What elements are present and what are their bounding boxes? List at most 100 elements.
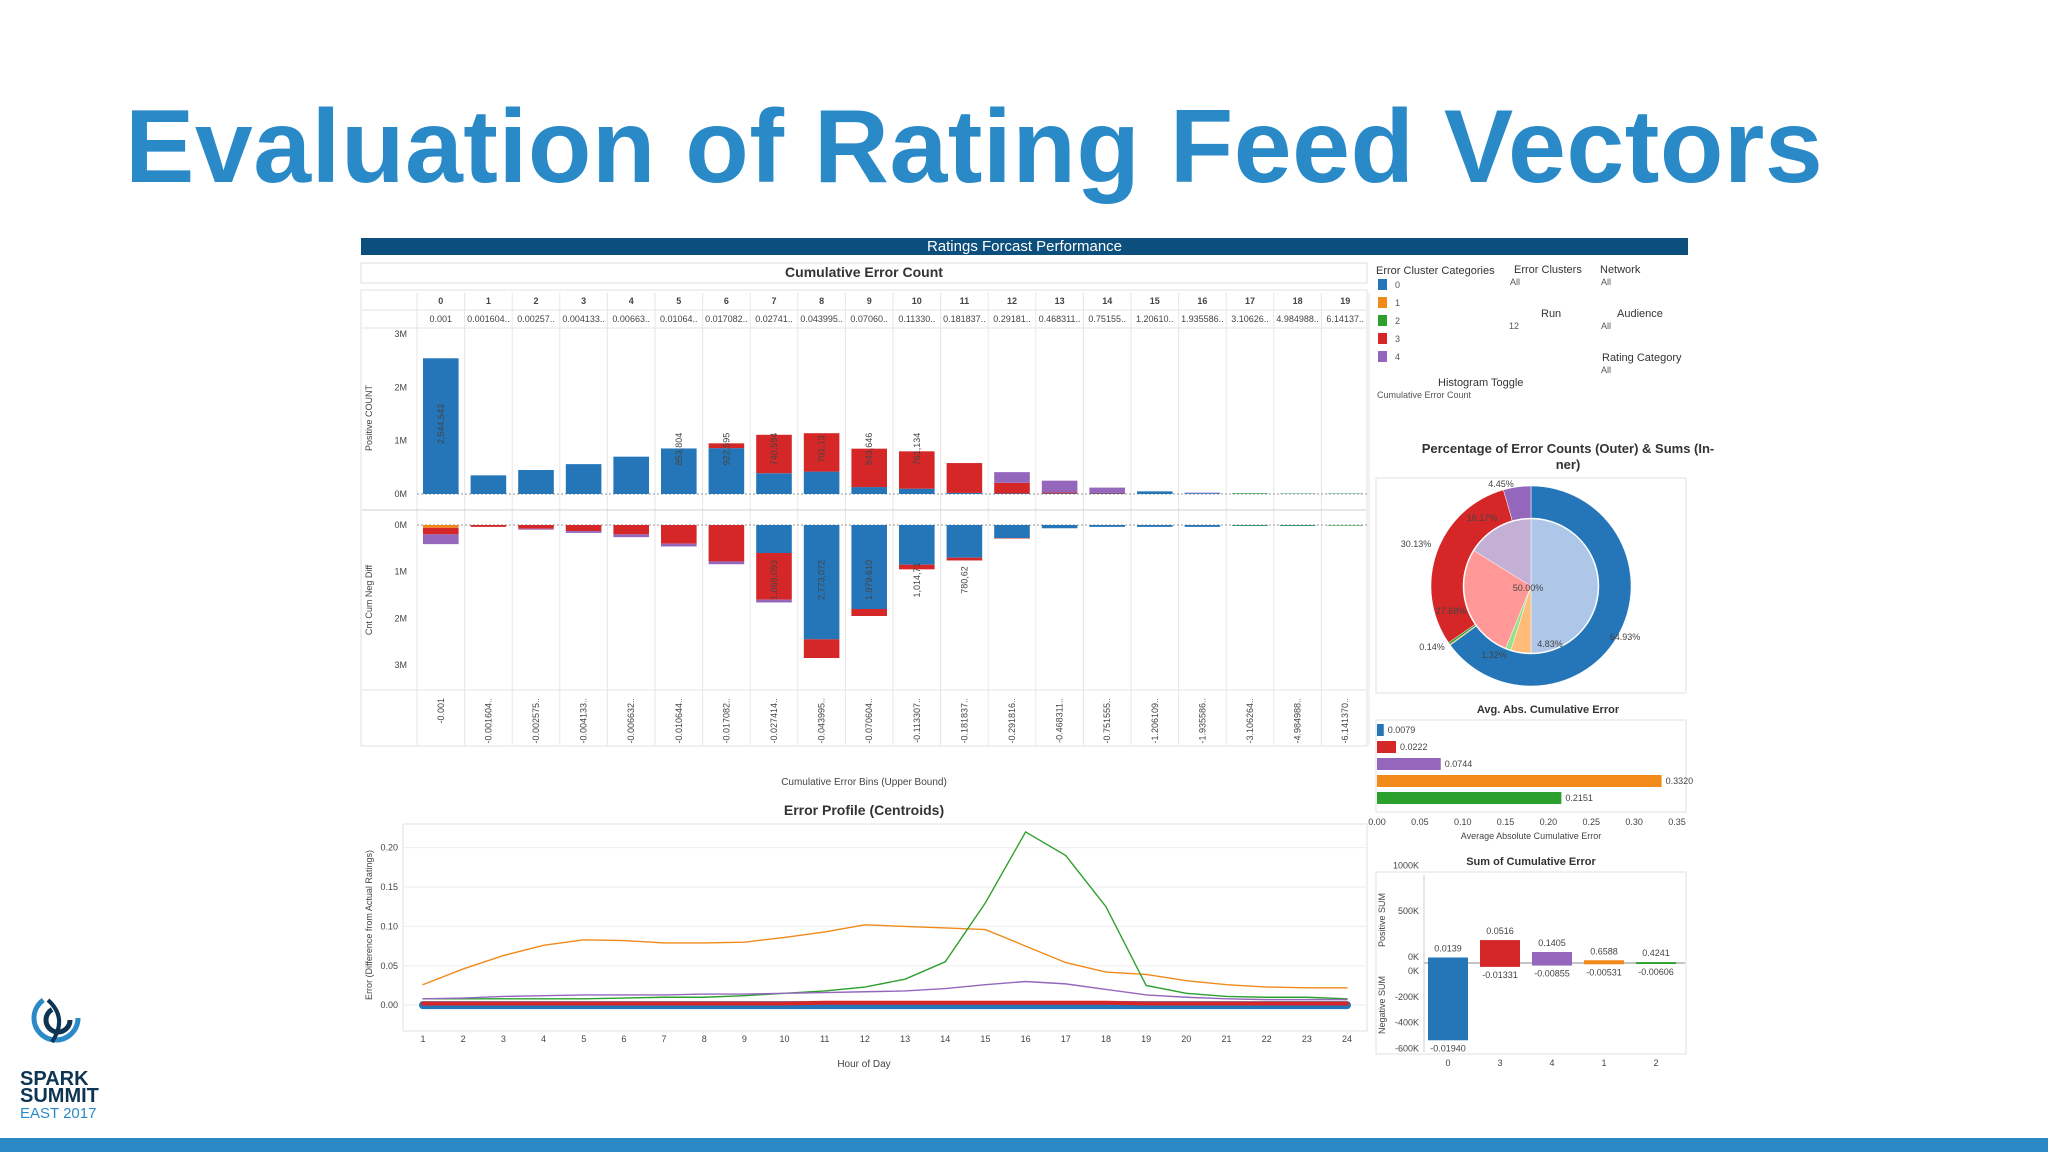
line-x-tick: 24 [1342,1034,1352,1044]
positive-bar-segment [1184,493,1221,494]
bin-upper-bound: 0.29181.. [993,314,1031,324]
sum-positive-bar [1636,962,1676,963]
positive-bar-label: 701,13 [817,435,827,463]
bin-header: 13 [1055,296,1065,306]
negative-bar-segment [803,525,840,640]
negative-bar-segment [851,525,887,609]
sum-negative-label: -0.01331 [1482,970,1518,980]
bottom-y-tick: 1M [394,567,407,577]
negative-bar-segment [470,525,507,527]
sum-x-tick: 1 [1601,1058,1606,1068]
legend-swatch [1378,351,1387,362]
donut-outer-label: 30.13% [1401,539,1432,549]
negative-bar-segment [803,639,840,658]
line-x-tick: 19 [1141,1034,1151,1044]
positive-bar-segment [708,448,745,494]
bin-lower-bound: -0.070604.. [864,698,874,744]
donut-outer-label: 0.14% [1419,642,1445,652]
positive-bar-segment [1041,480,1078,493]
line-x-tick: 10 [780,1034,790,1044]
error-clusters-value[interactable]: All [1510,277,1520,287]
bin-upper-bound: 4.984988.. [1276,314,1319,324]
line-x-tick: 16 [1021,1034,1031,1044]
positive-bar-segment [1089,492,1125,494]
avg-abs-bar [1377,758,1441,770]
sum-x-tick: 0 [1445,1058,1450,1068]
negative-bar-segment [756,599,792,603]
bin-header: 9 [867,296,872,306]
bin-header: 1 [486,296,491,306]
network-value[interactable]: All [1601,277,1611,287]
bin-upper-bound: 0.001 [430,314,453,324]
bin-upper-bound: 0.01064.. [660,314,698,324]
donut-inner-label: 16.17% [1467,513,1498,523]
bin-upper-bound: 0.02741.. [755,314,793,324]
positive-bar-segment [994,482,1030,494]
line-chart-x-axis-label: Hour of Day [837,1059,890,1070]
audience-value[interactable]: All [1601,321,1611,331]
line-x-tick: 23 [1302,1034,1312,1044]
top-y-tick: 2M [394,382,407,392]
positive-bar-segment [1232,493,1268,494]
negative-bar-segment [708,525,745,562]
top-y-tick: 1M [394,436,407,446]
line-chart-y-axis-label: Error (Difference from Actual Ratings) [364,850,374,1000]
sum-negative-label: -0.00606 [1638,967,1674,977]
avg-abs-x-tick: 0.35 [1668,817,1686,827]
sum-negative-bar [1636,963,1676,965]
top-y-tick: 3M [394,329,407,339]
donut-inner-slice [1530,518,1599,654]
line-x-tick: 20 [1181,1034,1191,1044]
avg-abs-x-tick: 0.10 [1454,817,1472,827]
avg-abs-x-tick: 0.25 [1583,817,1601,827]
bottom-y-tick: 0M [394,520,407,530]
run-value[interactable]: 12 [1509,321,1519,331]
dashboard-title-banner: Ratings Forcast Performance [361,238,1688,255]
line-x-tick: 1 [420,1034,425,1044]
avg-abs-bar-label: 0.0744 [1445,759,1473,769]
donut-inner-label: 4.83% [1537,639,1563,649]
bin-lower-bound: -0.001604.. [483,698,493,744]
positive-bar-segment [613,456,649,494]
bin-upper-bound: 0.11330.. [898,314,935,324]
negative-bar-segment [423,527,459,535]
bin-header: 15 [1150,296,1160,306]
sum-positive-bar [1584,960,1624,963]
positive-bar-label: 843,646 [864,433,874,466]
bin-lower-bound: -1.206109.. [1150,698,1160,744]
sum-y-tick-bottom: -600K [1395,1043,1419,1053]
spark-summit-logo: SPARK SUMMIT EAST 2017 [20,990,100,1122]
run-label: Run [1541,308,1561,320]
rating-category-value[interactable]: All [1601,365,1611,375]
sum-x-tick: 3 [1497,1058,1502,1068]
sum-y-tick-top: 1000K [1393,860,1419,870]
line-series-3 [421,1000,1349,1006]
bin-upper-bound: 6.14137.. [1326,314,1364,324]
sum-negative-label: -0.00531 [1586,967,1622,977]
bin-header: 14 [1102,296,1112,306]
histogram-toggle-value[interactable]: Cumulative Error Count [1377,390,1472,400]
slide-title: Evaluation of Rating Feed Vectors [125,89,1824,205]
network-label: Network [1600,264,1641,276]
bin-header: 19 [1340,296,1350,306]
negative-bar-segment [565,525,602,532]
line-y-tick: 0.15 [380,882,398,892]
negative-bar-segment [946,525,983,558]
donut-outer-slice [1450,485,1632,687]
donut-outer-label: 4.45% [1488,479,1514,489]
bin-header: 10 [912,296,922,306]
line-x-tick: 11 [820,1034,829,1044]
bin-header: 17 [1245,296,1255,306]
avg-abs-bar-label: 0.2151 [1565,793,1593,803]
line-y-tick: 0.00 [380,1000,398,1010]
avg-abs-bar [1377,792,1562,804]
avg-abs-title: Avg. Abs. Cumulative Error [1477,704,1620,716]
legend-swatch [1378,297,1387,308]
positive-bar-segment [565,464,602,494]
negative-bar-segment [1137,525,1173,527]
avg-abs-bar [1377,724,1384,736]
bin-header: 11 [960,296,970,306]
positive-bar-segment [708,443,745,449]
positive-bar-label: 761,134 [912,433,922,466]
